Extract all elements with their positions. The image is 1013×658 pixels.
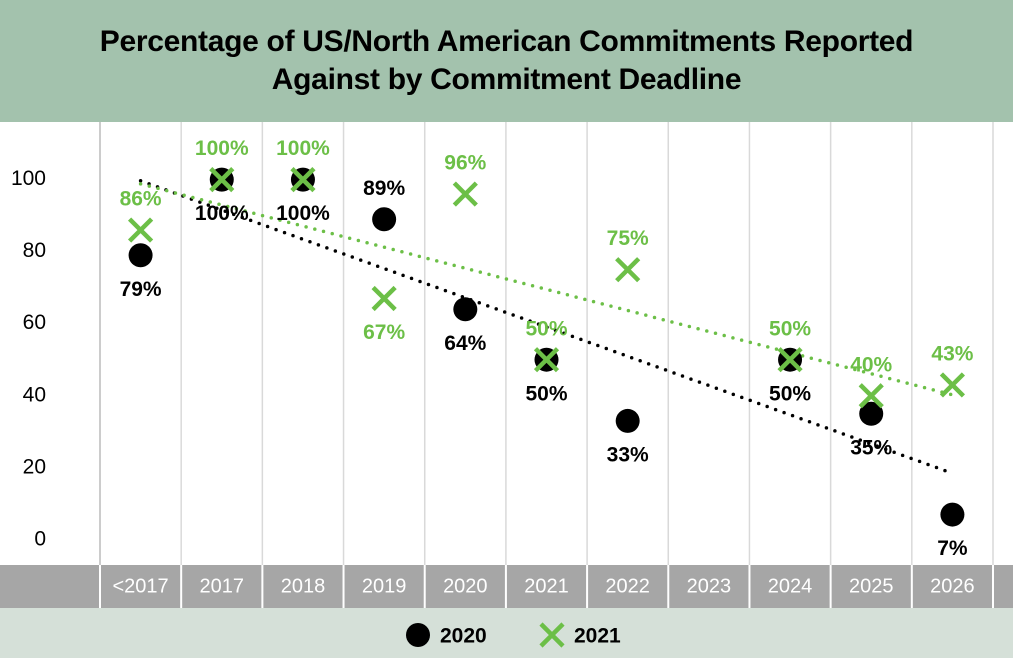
point bbox=[858, 383, 884, 409]
x-tick-label: 2020 bbox=[443, 575, 488, 597]
point bbox=[859, 401, 884, 426]
data-label: 100% bbox=[195, 137, 249, 160]
point bbox=[452, 181, 478, 207]
x-tick-label: 2023 bbox=[687, 575, 732, 597]
x-tick-label: 2021 bbox=[524, 575, 569, 597]
data-label: 89% bbox=[363, 177, 405, 200]
point bbox=[372, 207, 397, 232]
x-tick-label: 2018 bbox=[281, 575, 326, 597]
point bbox=[406, 623, 430, 647]
data-label: 86% bbox=[120, 188, 162, 211]
data-label: 7% bbox=[937, 537, 968, 560]
data-label: 35% bbox=[850, 436, 892, 459]
x-tick-label: 2024 bbox=[768, 575, 813, 597]
x-tick-label: 2026 bbox=[930, 575, 975, 597]
y-tick-label: 20 bbox=[23, 455, 46, 478]
point bbox=[615, 408, 640, 433]
y-tick-label: 60 bbox=[23, 311, 46, 334]
y-tick-label: 40 bbox=[23, 383, 46, 406]
point bbox=[371, 285, 397, 312]
legend-label: 2021 bbox=[574, 625, 621, 648]
point bbox=[128, 217, 154, 243]
point bbox=[209, 167, 235, 193]
title-band: Percentage of US/North American Commitme… bbox=[0, 0, 1013, 122]
data-label: 96% bbox=[444, 152, 486, 175]
x-tick-label: 2019 bbox=[362, 575, 407, 597]
data-label: 50% bbox=[525, 317, 567, 340]
legend-label: 2020 bbox=[440, 625, 487, 648]
y-tick-label: 100 bbox=[11, 167, 46, 190]
point bbox=[777, 347, 803, 373]
data-label: 43% bbox=[931, 342, 973, 365]
point bbox=[939, 372, 965, 398]
point bbox=[940, 502, 965, 527]
data-label: 67% bbox=[363, 321, 405, 344]
data-label: 50% bbox=[525, 382, 567, 405]
chart-title: Percentage of US/North American Commitme… bbox=[99, 25, 914, 96]
point bbox=[539, 622, 565, 648]
data-label: 100% bbox=[195, 202, 249, 225]
trendline bbox=[138, 179, 955, 476]
x-tick-label: 2025 bbox=[849, 575, 894, 597]
data-label: 50% bbox=[769, 317, 811, 340]
point bbox=[533, 347, 560, 373]
data-label: 79% bbox=[120, 278, 162, 301]
x-tick-label: 2017 bbox=[200, 575, 245, 597]
y-tick-label: 80 bbox=[23, 239, 46, 262]
point bbox=[453, 297, 478, 322]
data-label: 50% bbox=[769, 382, 811, 405]
point bbox=[290, 167, 316, 193]
x-tick-label: 2022 bbox=[605, 575, 650, 597]
legend-band bbox=[0, 608, 1013, 658]
y-tick-label: 0 bbox=[34, 527, 46, 550]
data-label: 75% bbox=[607, 227, 649, 250]
x-tick-label: <2017 bbox=[113, 575, 169, 597]
data-label: 64% bbox=[444, 332, 486, 355]
data-label: 100% bbox=[276, 137, 330, 160]
data-label: 40% bbox=[850, 353, 892, 376]
data-label: 100% bbox=[276, 202, 330, 225]
point bbox=[615, 257, 641, 283]
data-label: 33% bbox=[607, 443, 649, 466]
point bbox=[128, 243, 153, 268]
